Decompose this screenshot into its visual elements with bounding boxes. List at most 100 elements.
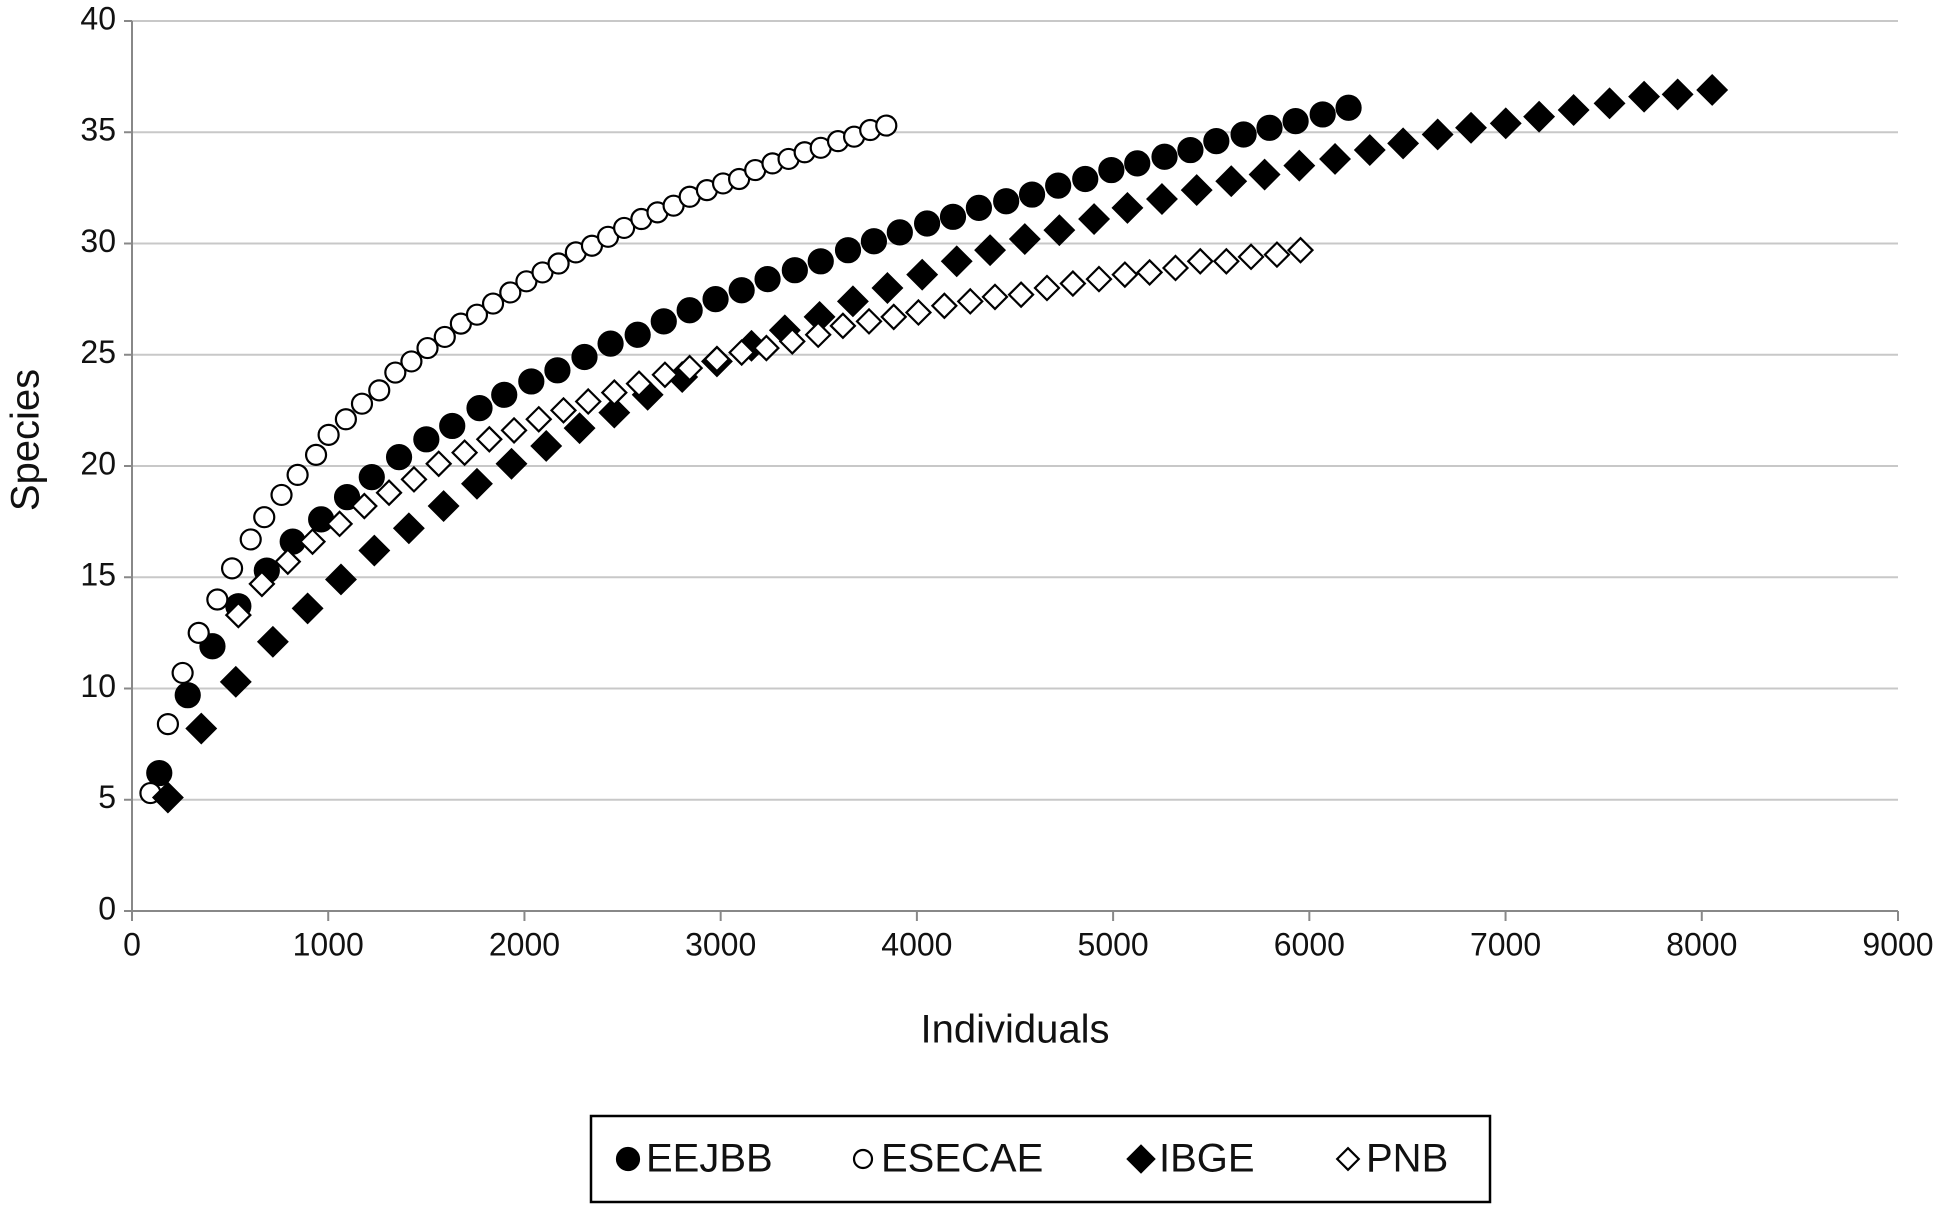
point [1136, 258, 1164, 286]
point [270, 483, 293, 507]
point [940, 245, 973, 278]
point [574, 387, 602, 416]
point [475, 425, 503, 453]
point [1557, 94, 1590, 126]
point [913, 210, 941, 237]
point [1489, 107, 1522, 140]
point [500, 416, 528, 444]
point [728, 338, 756, 367]
point [702, 286, 729, 313]
point [1230, 121, 1257, 148]
point [754, 266, 781, 293]
point [1353, 134, 1386, 167]
point [1043, 214, 1076, 247]
point [1455, 111, 1487, 144]
point [1203, 128, 1230, 155]
legend-label: ESECAE [881, 1137, 1043, 1181]
point [1263, 241, 1291, 269]
legend-marker [1335, 1146, 1361, 1172]
legend-marker [1126, 1144, 1156, 1174]
point [904, 298, 933, 327]
point [286, 463, 309, 486]
point [187, 621, 210, 644]
point [350, 492, 378, 520]
x-tick-label: 5000 [1078, 926, 1149, 962]
legend-label: EEJBB [646, 1137, 773, 1181]
point [368, 379, 391, 402]
point [413, 426, 440, 453]
point [248, 570, 276, 598]
point [834, 237, 862, 264]
point [807, 248, 834, 275]
point [1124, 150, 1151, 177]
y-tick-label: 15 [80, 557, 116, 593]
point [613, 216, 636, 240]
point [146, 759, 173, 787]
point [600, 379, 628, 407]
point [804, 321, 832, 349]
point [358, 534, 391, 567]
point [151, 781, 184, 814]
point [860, 228, 888, 255]
x-tick-label: 0 [123, 926, 141, 962]
y-tick-label: 40 [80, 0, 116, 36]
point [676, 354, 704, 382]
point [219, 665, 252, 698]
point [974, 234, 1007, 267]
point [1180, 174, 1213, 207]
point [185, 712, 218, 745]
point [499, 281, 522, 304]
point [239, 528, 262, 551]
point [880, 303, 908, 331]
point [549, 396, 578, 424]
point [1146, 183, 1178, 215]
point [571, 343, 598, 371]
point [728, 277, 755, 304]
point [886, 219, 913, 246]
point [1523, 100, 1556, 133]
point [1248, 158, 1281, 191]
point [930, 292, 958, 320]
point [1098, 156, 1125, 184]
point [325, 563, 357, 596]
point [1282, 108, 1309, 135]
point [1033, 274, 1061, 302]
y-tick-label: 10 [80, 668, 116, 704]
point [253, 506, 276, 529]
point [334, 408, 357, 431]
point [1059, 269, 1087, 298]
y-tick-label: 20 [80, 445, 116, 481]
point [274, 548, 302, 576]
point [965, 194, 992, 221]
point [703, 345, 731, 373]
x-tick-label: 6000 [1274, 926, 1345, 962]
point [304, 443, 328, 466]
y-tick-label: 5 [98, 779, 116, 815]
point [676, 297, 703, 324]
y-tick-label: 0 [98, 890, 116, 926]
point [871, 272, 904, 304]
point [518, 368, 545, 395]
point [375, 479, 403, 507]
point [781, 257, 808, 284]
y-tick-label: 25 [80, 334, 116, 370]
legend-marker [615, 1146, 641, 1172]
y-tick-label: 35 [80, 112, 116, 148]
point [956, 287, 984, 315]
point [544, 357, 571, 384]
point [875, 114, 898, 137]
point [829, 312, 857, 340]
point [427, 490, 460, 523]
point [495, 447, 528, 480]
point [384, 361, 407, 384]
point [1319, 142, 1351, 175]
point [1593, 87, 1626, 120]
point [598, 396, 631, 429]
point [425, 450, 453, 478]
point [291, 592, 324, 625]
x-tick-label: 7000 [1470, 926, 1541, 962]
point [778, 327, 806, 355]
point [624, 321, 651, 348]
point [563, 412, 596, 445]
